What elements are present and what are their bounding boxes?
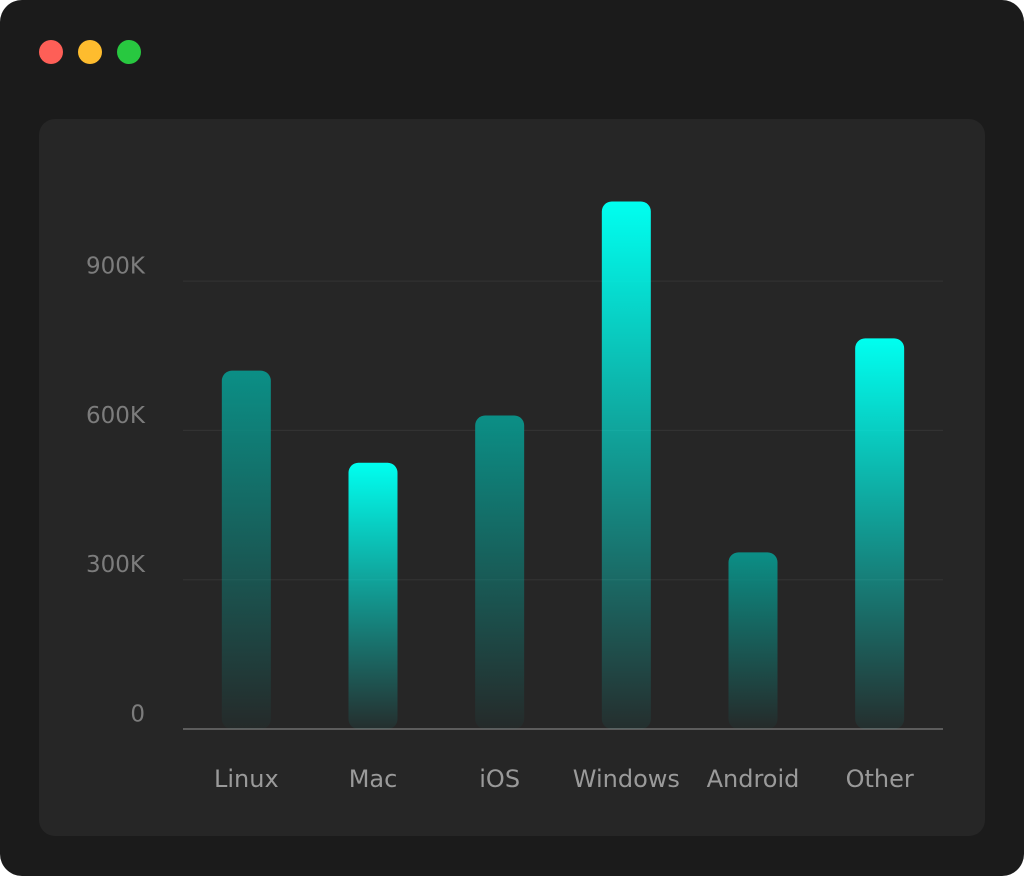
close-button[interactable]	[39, 40, 63, 64]
x-tick-label: Windows	[573, 765, 680, 793]
y-tick-label: 0	[130, 702, 145, 728]
maximize-button[interactable]	[117, 40, 141, 64]
bar	[221, 370, 271, 729]
y-tick-label: 600K	[86, 403, 146, 429]
y-tick-label: 300K	[86, 552, 146, 578]
x-tick-label: Linux	[214, 765, 279, 793]
x-tick-label: Other	[846, 765, 914, 793]
bar	[601, 201, 651, 729]
x-tick-label: Mac	[349, 765, 398, 793]
minimize-button[interactable]	[78, 40, 102, 64]
x-tick-label: iOS	[479, 765, 520, 793]
plot: 0 300K 600K 900K Linux Mac iOS Windows Android Ot…	[86, 201, 943, 793]
bar	[855, 338, 905, 729]
y-tick-label: 900K	[86, 254, 146, 280]
bar	[728, 552, 778, 729]
x-tick-label: Android	[707, 765, 800, 793]
bar	[348, 462, 398, 729]
bar	[475, 415, 525, 729]
